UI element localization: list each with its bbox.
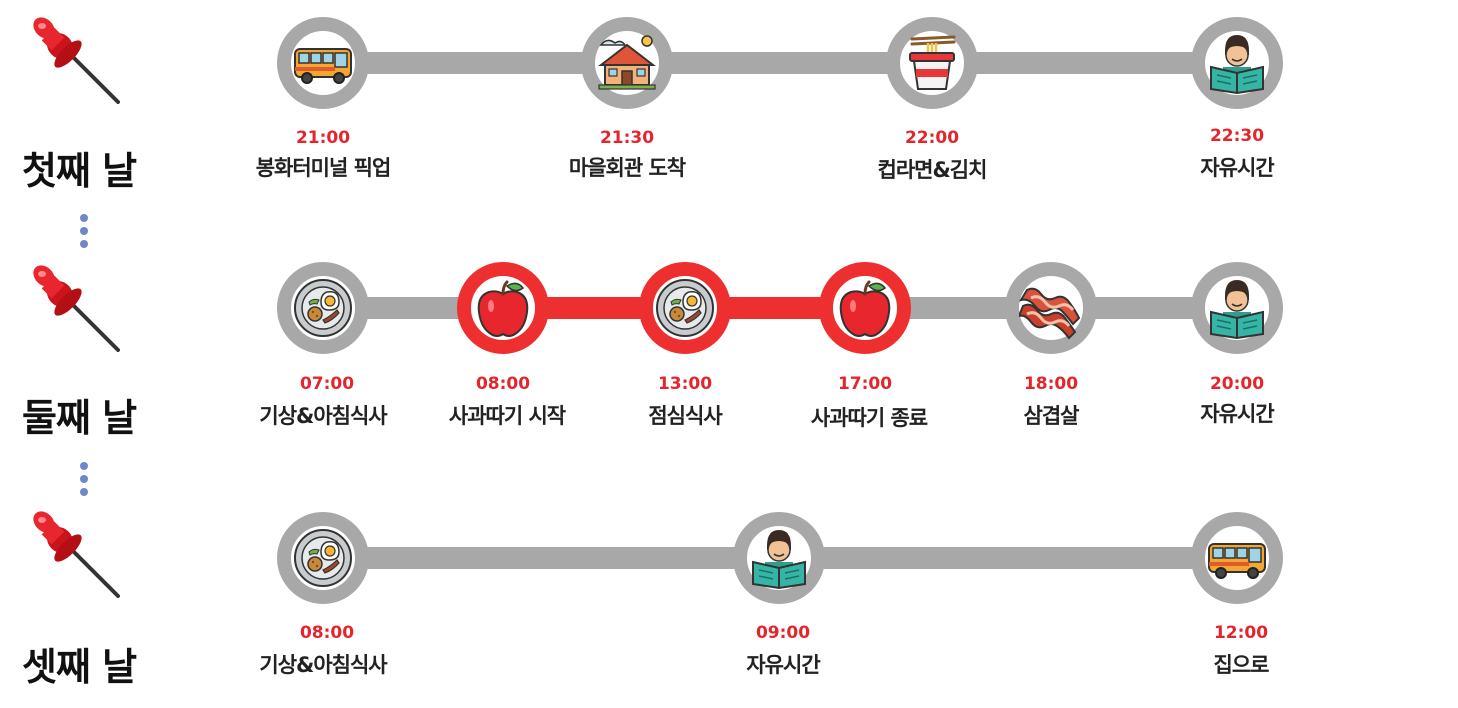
event-time: 08:00 [299, 623, 355, 643]
event-time: 22:30 [1209, 126, 1265, 146]
timeline-node-breakfast [277, 262, 369, 354]
event-label: 마을회관 도착 [568, 156, 686, 180]
timeline-node-lunch [639, 262, 731, 354]
timeline-node-free-time [733, 512, 825, 604]
meal-plate-icon [291, 526, 355, 590]
day-1-label: 첫째 날 [22, 149, 137, 193]
timeline-node-bbq [1005, 262, 1097, 354]
reading-person-icon [1205, 276, 1269, 340]
event-time: 20:00 [1209, 374, 1265, 394]
timeline-node-bus-home [1191, 512, 1283, 604]
event-label: 자유시간 [1200, 156, 1274, 180]
event-label: 자유시간 [1200, 402, 1274, 426]
event-time: 18:00 [1023, 374, 1079, 394]
ellipsis-dots-icon [80, 214, 88, 248]
reading-person-icon [1205, 31, 1269, 95]
reading-person-icon [747, 526, 811, 590]
event-time: 17:00 [837, 374, 893, 394]
apple-icon [833, 276, 897, 340]
timeline-node-breakfast [277, 512, 369, 604]
event-label: 컵라면&김치 [877, 158, 988, 182]
cup-noodle-icon [900, 31, 964, 95]
timeline-line [323, 52, 1239, 74]
event-label: 기상&아침식사 [259, 653, 387, 677]
event-label: 사과따기 시작 [448, 404, 566, 428]
event-time: 21:30 [599, 128, 655, 148]
timeline-node-free-time [1191, 262, 1283, 354]
event-label: 점심식사 [648, 404, 722, 428]
timeline-node-bus [277, 17, 369, 109]
day-3-label: 셋째 날 [22, 645, 137, 689]
event-time: 08:00 [475, 374, 531, 394]
event-time: 21:00 [295, 128, 351, 148]
timeline-node-free-time [1191, 17, 1283, 109]
bacon-icon [1019, 276, 1083, 340]
event-time: 07:00 [299, 374, 355, 394]
event-label: 삼겹살 [1023, 404, 1080, 428]
event-label: 사과따기 종료 [810, 406, 928, 430]
event-time: 13:00 [657, 374, 713, 394]
day-2-label: 둘째 날 [22, 396, 137, 440]
event-time: 09:00 [755, 623, 811, 643]
timeline-node-cup-noodle [886, 17, 978, 109]
event-label: 집으로 [1213, 653, 1270, 677]
pushpin-icon [22, 14, 122, 104]
timeline-node-apple-start [457, 262, 549, 354]
ellipsis-dots-icon [80, 462, 88, 496]
meal-plate-icon [653, 276, 717, 340]
pushpin-icon [22, 508, 122, 598]
timeline-node-apple-end [819, 262, 911, 354]
pushpin-icon [22, 262, 122, 352]
event-label: 자유시간 [746, 653, 820, 677]
event-time: 22:00 [904, 128, 960, 148]
apple-icon [471, 276, 535, 340]
event-label: 봉화터미널 픽업 [255, 156, 392, 180]
meal-plate-icon [291, 276, 355, 340]
village-hall-icon [595, 31, 659, 95]
timeline-node-village-hall [581, 17, 673, 109]
event-time: 12:00 [1213, 623, 1269, 643]
bus-icon [291, 31, 355, 95]
bus-icon [1205, 526, 1269, 590]
event-label: 기상&아침식사 [259, 404, 387, 428]
